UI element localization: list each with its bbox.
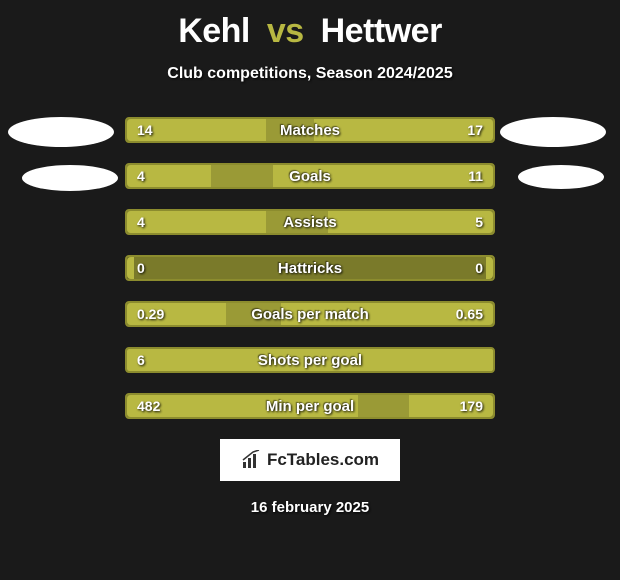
stat-bar-row: Goals per match0.29 0.65	[125, 301, 495, 327]
stat-bar-row: Hattricks0 0	[125, 255, 495, 281]
stat-value-right: 5	[465, 211, 493, 233]
player-avatar-placeholder	[22, 165, 118, 191]
bars-container: Matches1417Goals411Assists45Hattricks00G…	[0, 117, 620, 419]
logo-text: FcTables.com	[267, 450, 379, 470]
stat-value-left: 14	[127, 119, 163, 141]
stat-value-right: 17	[457, 119, 493, 141]
stat-value-right: 0.65	[446, 303, 493, 325]
player-avatar-placeholder	[500, 117, 606, 147]
player1-name: Kehl	[178, 12, 250, 50]
stat-bar-row: Goals4 11	[125, 163, 495, 189]
player-avatar-placeholder	[518, 165, 604, 189]
stat-value-left: 4	[127, 211, 155, 233]
stat-bar-row: Assists4 5	[125, 209, 495, 235]
stat-bar-row: Min per goal482 179	[125, 393, 495, 419]
subtitle: Club competitions, Season 2024/2025	[0, 65, 620, 83]
stat-label: Goals per match	[127, 303, 493, 325]
stat-label: Assists	[127, 211, 493, 233]
stat-label: Hattricks	[127, 257, 493, 279]
stat-value-left: 0	[127, 257, 155, 279]
stat-label: Shots per goal	[127, 349, 493, 371]
stat-label: Goals	[127, 165, 493, 187]
player-avatar-placeholder	[8, 117, 114, 147]
stat-bar-row: Matches14 17	[125, 117, 495, 143]
stat-value-left: 6	[127, 349, 155, 371]
stat-value-left: 0.29	[127, 303, 174, 325]
player2-name: Hettwer	[321, 12, 442, 50]
stat-bar-row: Shots per goal6	[125, 347, 495, 373]
stat-value-right: 11	[458, 165, 493, 187]
vs-text: vs	[267, 12, 304, 50]
comparison-title: Kehl vs Hettwer	[0, 0, 620, 51]
date-text: 16 february 2025	[0, 499, 620, 516]
stat-label: Min per goal	[127, 395, 493, 417]
stat-value-right: 0	[465, 257, 493, 279]
fctables-logo: FcTables.com	[220, 439, 400, 481]
stat-value-left: 4	[127, 165, 155, 187]
stat-value-right: 179	[450, 395, 493, 417]
chart-icon	[241, 450, 263, 470]
stat-value-left: 482	[127, 395, 170, 417]
stat-label: Matches	[127, 119, 493, 141]
